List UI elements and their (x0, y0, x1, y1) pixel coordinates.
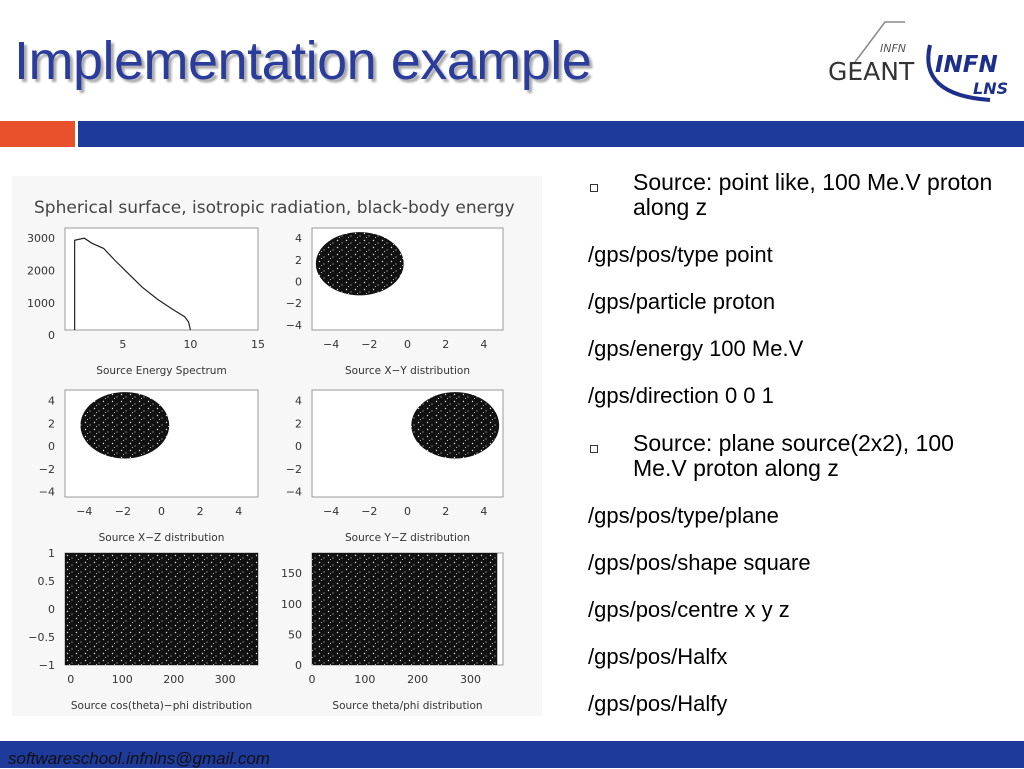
logo-stroke (854, 21, 905, 63)
x-tick-label: −2 (115, 505, 131, 518)
scatter-region (312, 553, 498, 665)
accent-bar (0, 121, 75, 147)
footer-bar: softwareschool.infnlns@gmail.com (0, 741, 1024, 768)
y-tick-label: −2 (286, 463, 302, 476)
x-tick-label: 0 (158, 505, 165, 518)
panel-caption: Source theta/phi distribution (332, 700, 482, 712)
x-tick-label: 0 (67, 673, 74, 686)
x-tick-label: 10 (183, 338, 197, 351)
y-tick-label: 3000 (27, 232, 55, 245)
x-tick-label: −4 (323, 338, 339, 351)
x-tick-label: −2 (361, 505, 377, 518)
x-tick-label: −4 (323, 505, 339, 518)
x-tick-label: −4 (76, 505, 92, 518)
x-tick-label: 300 (460, 673, 481, 686)
content: Source: point like, 100 Me.V proton alon… (588, 170, 1008, 739)
header-bar (78, 121, 1024, 147)
y-tick-label: −4 (39, 486, 55, 499)
y-tick-label: 0 (48, 603, 55, 616)
y-tick-label: 2000 (27, 265, 55, 278)
y-tick-label: 100 (281, 598, 302, 611)
panel-caption: Source Y−Z distribution (345, 532, 470, 544)
command-text: /gps/pos/shape square (588, 550, 811, 575)
figure-title: Spherical surface, isotropic radiation, … (34, 198, 515, 218)
command-text: /gps/pos/type/plane (588, 503, 779, 528)
command-text: /gps/pos/centre x y z (588, 597, 790, 622)
x-tick-label: 5 (119, 338, 126, 351)
y-tick-label: −4 (286, 319, 302, 332)
y-tick-label: −4 (286, 486, 302, 499)
x-tick-label: 0 (404, 338, 411, 351)
x-tick-label: 200 (163, 673, 184, 686)
scatter-region (80, 392, 170, 459)
command-text: /gps/particle proton (588, 289, 776, 314)
figure: Spherical surface, isotropic radiation, … (12, 176, 542, 716)
logo-text: LNS (973, 79, 1008, 98)
x-tick-label: 0 (404, 505, 411, 518)
footer-email: softwareschool.infnlns@gmail.com (8, 749, 270, 768)
y-tick-label: 0.5 (38, 575, 56, 588)
histogram-curve (74, 237, 192, 331)
x-tick-label: 4 (235, 505, 242, 518)
x-tick-label: 0 (309, 673, 316, 686)
x-tick-label: 15 (251, 338, 265, 351)
y-tick-label: 2 (48, 417, 55, 430)
y-tick-label: 50 (288, 628, 302, 641)
x-tick-label: 100 (354, 673, 375, 686)
x-tick-label: 4 (480, 505, 487, 518)
y-tick-label: 4 (295, 232, 302, 245)
scatter-region (315, 232, 404, 296)
x-tick-label: 2 (442, 505, 449, 518)
command-text: /gps/pos/Halfy (588, 691, 728, 716)
y-tick-label: −1 (39, 659, 55, 672)
y-tick-label: 1 (48, 547, 55, 560)
command-text: /gps/energy 100 Me.V (588, 336, 804, 361)
y-tick-label: −0.5 (28, 631, 55, 644)
bullet-text: Source: plane source(2x2), 100 Me.V prot… (588, 431, 1008, 481)
y-tick-label: 2 (295, 417, 302, 430)
x-tick-label: 2 (197, 505, 204, 518)
command-text: /gps/direction 0 0 1 (588, 383, 774, 408)
x-tick-label: 2 (442, 338, 449, 351)
x-tick-label: 100 (112, 673, 133, 686)
header-graphics: INFN GEANT INFN LNS (0, 21, 1024, 147)
panel-caption: Source X−Z distribution (99, 532, 225, 544)
y-tick-label: 4 (295, 395, 302, 408)
panel-caption: Source cos(theta)−phi distribution (71, 700, 252, 712)
plot-frame (64, 227, 259, 331)
scatter-region (65, 553, 258, 665)
y-tick-label: 150 (281, 567, 302, 580)
bullet-text: Source: point like, 100 Me.V proton alon… (588, 170, 1008, 220)
y-tick-label: −2 (39, 463, 55, 476)
slide-title: Implementation example (14, 31, 592, 91)
x-tick-label: −2 (361, 338, 377, 351)
scatter-region (411, 392, 500, 459)
y-tick-label: 0 (295, 440, 302, 453)
x-tick-label: 4 (480, 338, 487, 351)
command-text: /gps/pos/type point (588, 242, 773, 267)
panel-caption: Source Energy Spectrum (96, 365, 226, 377)
x-tick-label: 300 (215, 673, 236, 686)
y-tick-label: 1000 (27, 297, 55, 310)
logo-text: GEANT (828, 57, 915, 86)
y-tick-label: 0 (295, 276, 302, 289)
logo-arc (926, 44, 991, 102)
panel-caption: Source X−Y distribution (345, 365, 470, 377)
x-tick-label: 200 (407, 673, 428, 686)
logo-text: INFN (935, 52, 998, 78)
y-tick-label: 4 (48, 395, 55, 408)
y-tick-label: −2 (286, 297, 302, 310)
y-tick-label: 2 (295, 254, 302, 267)
command-text: /gps/pos/Halfx (588, 644, 728, 669)
logo-text: INFN (880, 42, 906, 55)
y-tick-label: 0 (48, 440, 55, 453)
y-tick-label: 0 (48, 329, 55, 342)
y-tick-label: 0 (295, 659, 302, 672)
